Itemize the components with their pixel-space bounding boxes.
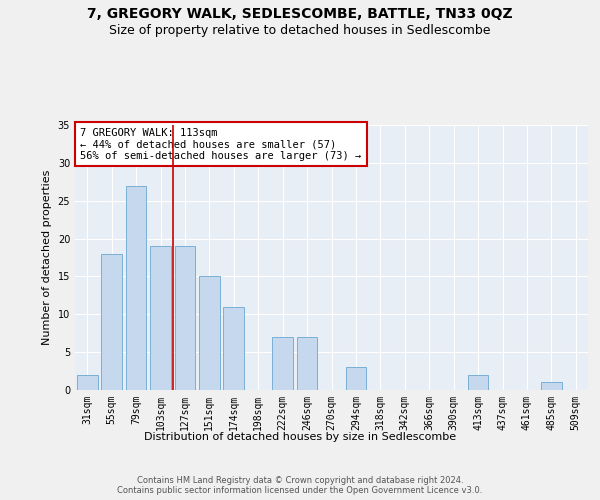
Bar (272, 337, 293, 390)
Text: Contains HM Land Registry data © Crown copyright and database right 2024.
Contai: Contains HM Land Registry data © Crown c… (118, 476, 482, 495)
Bar (101, 254, 122, 390)
Text: Distribution of detached houses by size in Sedlescombe: Distribution of detached houses by size … (144, 432, 456, 442)
Bar (467, 375, 488, 390)
Bar (346, 368, 367, 390)
Bar (77, 375, 98, 390)
Bar (125, 186, 146, 390)
Text: 7, GREGORY WALK, SEDLESCOMBE, BATTLE, TN33 0QZ: 7, GREGORY WALK, SEDLESCOMBE, BATTLE, TN… (87, 8, 513, 22)
Bar (541, 382, 562, 390)
Bar (150, 246, 171, 390)
Bar (296, 337, 317, 390)
Y-axis label: Number of detached properties: Number of detached properties (42, 170, 52, 345)
Bar (223, 306, 244, 390)
Text: Size of property relative to detached houses in Sedlescombe: Size of property relative to detached ho… (109, 24, 491, 37)
Text: 7 GREGORY WALK: 113sqm
← 44% of detached houses are smaller (57)
56% of semi-det: 7 GREGORY WALK: 113sqm ← 44% of detached… (80, 128, 361, 161)
Bar (199, 276, 220, 390)
Bar (175, 246, 196, 390)
